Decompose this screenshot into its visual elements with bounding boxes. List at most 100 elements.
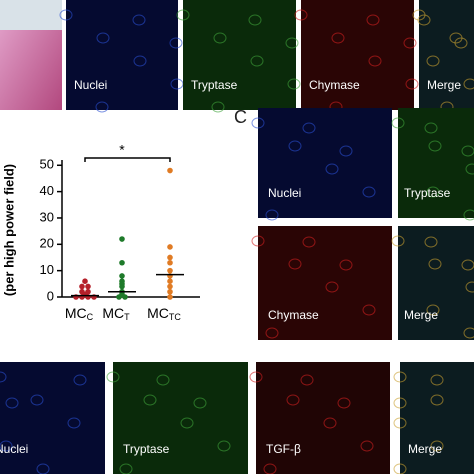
y-tick-label: 20 bbox=[40, 236, 54, 251]
panel-label: Merge bbox=[404, 308, 438, 322]
point bbox=[119, 283, 125, 290]
cell bbox=[285, 37, 299, 49]
cell bbox=[294, 9, 308, 21]
category-subscript: T bbox=[124, 312, 130, 322]
panel-label: TGF-β bbox=[266, 442, 301, 456]
micrograph bbox=[258, 108, 392, 218]
cell bbox=[36, 463, 50, 474]
cell bbox=[391, 117, 405, 129]
cell bbox=[287, 78, 301, 90]
micrograph bbox=[0, 362, 105, 474]
cell bbox=[59, 9, 73, 21]
panel-label: Merge bbox=[408, 442, 442, 456]
cell bbox=[339, 259, 353, 271]
point bbox=[167, 259, 173, 266]
cell bbox=[393, 371, 407, 383]
cell bbox=[263, 463, 277, 474]
cell bbox=[461, 259, 474, 271]
micrograph bbox=[66, 0, 178, 110]
significance: * bbox=[119, 142, 125, 158]
y-tick-label: 10 bbox=[40, 262, 54, 277]
cell bbox=[393, 397, 407, 409]
cell bbox=[424, 236, 438, 248]
cell bbox=[265, 327, 279, 339]
cell bbox=[325, 163, 339, 175]
panel-label: Tryptase bbox=[123, 442, 170, 456]
category-subscript: C bbox=[87, 312, 94, 322]
cell bbox=[288, 140, 302, 152]
micrograph bbox=[301, 0, 414, 110]
micrograph bbox=[398, 108, 474, 218]
x-tick-label: MCTC bbox=[147, 305, 181, 323]
cell bbox=[73, 374, 87, 386]
micrograph bbox=[256, 362, 390, 474]
cell bbox=[362, 186, 376, 198]
panel-label: Nuclei bbox=[0, 442, 28, 456]
point bbox=[122, 294, 128, 300]
point bbox=[167, 278, 173, 284]
cell bbox=[302, 122, 316, 134]
cell bbox=[393, 463, 407, 474]
bracket bbox=[84, 157, 171, 162]
cell bbox=[325, 281, 339, 293]
micrograph bbox=[398, 226, 474, 340]
cell bbox=[302, 236, 316, 248]
point bbox=[119, 259, 125, 266]
point bbox=[167, 283, 173, 290]
cell bbox=[393, 417, 407, 429]
panel-label: Chymase bbox=[309, 78, 360, 92]
cell bbox=[133, 55, 147, 67]
y-tick-label: 50 bbox=[40, 157, 54, 172]
cell bbox=[30, 394, 44, 406]
point bbox=[119, 236, 125, 242]
panel-label: Merge bbox=[427, 78, 461, 92]
cell bbox=[463, 78, 474, 90]
cell bbox=[176, 9, 190, 21]
micrograph bbox=[258, 226, 392, 340]
cell bbox=[428, 258, 442, 270]
category: MC bbox=[147, 305, 169, 321]
he-bg bbox=[0, 0, 62, 30]
x-tick-label: MCC bbox=[65, 305, 94, 323]
cell bbox=[300, 374, 314, 386]
cell bbox=[430, 374, 444, 386]
cell bbox=[67, 417, 81, 429]
cell bbox=[362, 304, 376, 316]
cell bbox=[465, 163, 474, 175]
cell bbox=[180, 417, 194, 429]
cell bbox=[360, 440, 374, 452]
category-subscript: TC bbox=[169, 312, 181, 322]
cell bbox=[0, 440, 13, 452]
y-tick-label: 40 bbox=[40, 183, 54, 198]
cell bbox=[5, 397, 19, 409]
cell bbox=[288, 258, 302, 270]
y-tick-label: 30 bbox=[40, 209, 54, 224]
x-tick-label: MCT bbox=[102, 305, 130, 323]
cell bbox=[454, 37, 468, 49]
cell bbox=[428, 140, 442, 152]
panel-label: Tryptase bbox=[191, 78, 238, 92]
cell bbox=[251, 117, 265, 129]
panel-label: Tryptase bbox=[404, 186, 451, 200]
micrograph bbox=[419, 0, 474, 110]
cell bbox=[323, 417, 337, 429]
micrograph bbox=[183, 0, 296, 110]
cell bbox=[250, 55, 264, 67]
y-axis-label: (per high power field) bbox=[1, 164, 16, 296]
cell bbox=[217, 440, 231, 452]
cell bbox=[368, 55, 382, 67]
point bbox=[167, 167, 173, 174]
micrograph bbox=[400, 362, 474, 474]
cell bbox=[339, 145, 353, 157]
cell bbox=[337, 397, 351, 409]
cell bbox=[463, 209, 474, 221]
cell bbox=[426, 55, 440, 67]
panel-label: Chymase bbox=[268, 308, 319, 322]
cell bbox=[430, 394, 444, 406]
point bbox=[116, 294, 122, 300]
category: MC bbox=[102, 305, 124, 321]
cell bbox=[430, 440, 444, 452]
point bbox=[85, 283, 91, 290]
point bbox=[167, 288, 173, 295]
